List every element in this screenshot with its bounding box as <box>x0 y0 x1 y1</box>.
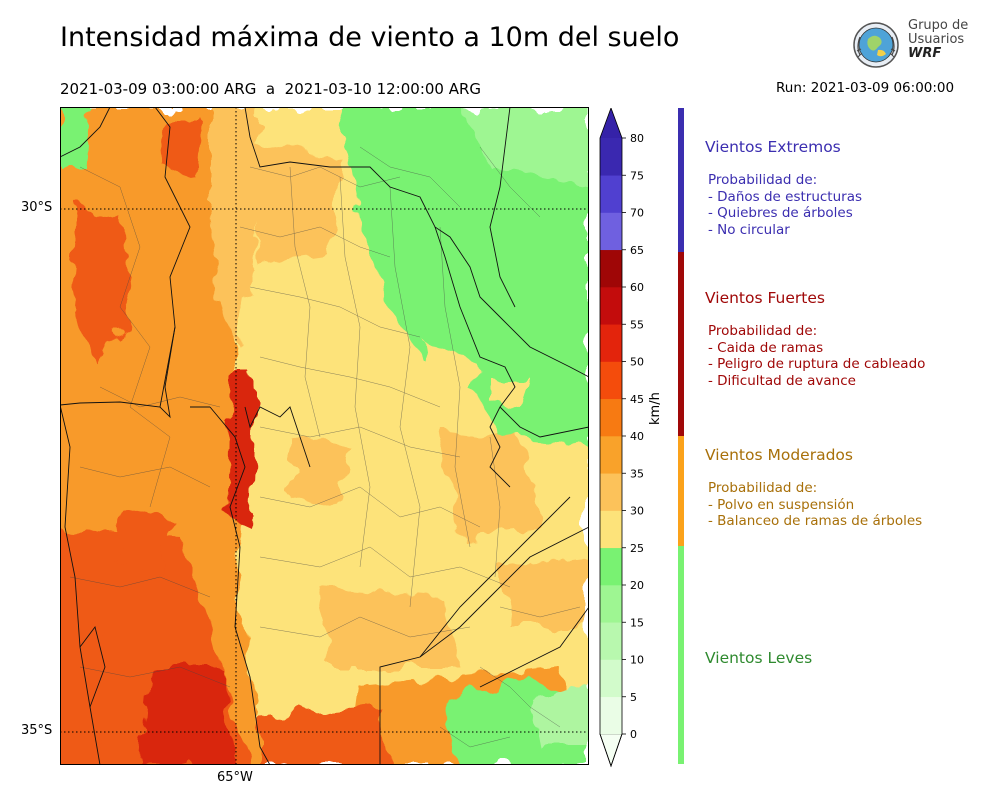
colorbar-tick-label: 0 <box>630 728 637 741</box>
wind-field <box>60 107 589 765</box>
colorbar-bin <box>600 398 622 437</box>
colorbar-tick-label: 15 <box>630 616 644 629</box>
lon-label-65w: 65°W <box>217 770 253 785</box>
colorbar-bin <box>600 585 622 623</box>
colorbar-unit: km/h <box>648 392 663 425</box>
colorbar-bin <box>600 361 622 400</box>
category-description-line: - Caida de ramas <box>708 339 824 356</box>
colorbar-tick-label: 60 <box>630 281 644 294</box>
colorbar-tick-label: 45 <box>630 393 644 406</box>
logo-text-line2: Usuarios <box>908 32 965 47</box>
colorbar-bin <box>600 324 622 362</box>
colorbar-tick-label: 80 <box>630 132 644 145</box>
lat-label-30s: 30°S <box>21 200 53 215</box>
chart-title: Intensidad máxima de viento a 10m del su… <box>60 22 680 53</box>
category-description-line: - Polvo en suspensión <box>708 496 855 513</box>
category-title: Vientos Extremos <box>705 138 841 156</box>
category-description-line: Probabilidad de: <box>708 480 818 496</box>
colorbar-over-arrow <box>600 108 622 138</box>
category-description-line: Probabilidad de: <box>708 172 818 188</box>
category-bar <box>678 108 684 252</box>
colorbar-bin <box>600 622 622 660</box>
wrf-logo: Grupo de Usuarios WRF <box>848 17 978 73</box>
graticule <box>60 107 589 765</box>
colorbar-bin <box>600 212 622 251</box>
colorbar-tick-label: 5 <box>630 691 637 704</box>
colorbar-tick-label: 30 <box>630 505 644 518</box>
category-title: Vientos Leves <box>705 649 813 667</box>
colorbar-tick-label: 35 <box>630 467 644 480</box>
colorbar: 0 5 10 15 20 25 30 35 40 45 50 55 60 65 70 75 80 <box>599 108 644 768</box>
map-frame <box>60 107 589 765</box>
forecast-period: 2021-03-09 03:00:00 ARG a 2021-03-10 12:… <box>60 80 482 98</box>
category-description-line: - Quiebres de árboles <box>708 205 853 221</box>
colorbar-bin <box>600 696 622 735</box>
category-bar <box>678 546 684 764</box>
colorbar-tick-label: 40 <box>630 430 644 443</box>
colorbar-bin <box>600 547 622 586</box>
colorbar-bin <box>600 287 622 325</box>
category-description-line: - Peligro de ruptura de cableado <box>708 356 926 372</box>
category-description: Probabilidad de: - Caida de ramas - Peligr… <box>708 323 925 389</box>
wind-map <box>60 107 589 765</box>
category-bar <box>678 252 684 436</box>
colorbar-tick-label: 50 <box>630 356 644 369</box>
category-description-line: - No circular <box>708 221 790 238</box>
logo-text-line3: WRF <box>908 46 942 61</box>
category-description-line: Probabilidad de: <box>708 323 818 339</box>
colorbar-tick-label: 25 <box>630 542 644 555</box>
lat-label-35s: 35°S <box>21 723 53 738</box>
run-time: Run: 2021-03-09 06:00:00 <box>776 80 955 96</box>
colorbar-under-arrow <box>599 733 623 768</box>
colorbar-bin <box>600 138 622 176</box>
colorbar-bin <box>600 175 622 213</box>
colorbar-bin <box>600 473 622 511</box>
category-title: Vientos Fuertes <box>705 289 825 307</box>
globe-icon <box>853 22 899 68</box>
province-borders <box>60 107 589 765</box>
category-description: Probabilidad de: - Daños de estructuras - … <box>708 172 862 238</box>
colorbar-bin <box>600 510 622 549</box>
colorbar-tick-label: 65 <box>630 244 644 257</box>
colorbar-tick-label: 75 <box>630 169 644 182</box>
colorbar-tick-label: 20 <box>630 579 644 592</box>
category-description-line: - Balanceo de ramas de árboles <box>708 513 923 529</box>
category-description: Probabilidad de: - Polvo en suspensión - B… <box>708 480 922 530</box>
category-description-line: - Daños de estructuras <box>708 188 863 205</box>
colorbar-tick-label: 10 <box>630 654 644 667</box>
category-description-line: - Dificultad de avance <box>708 372 856 389</box>
department-borders <box>69 146 581 748</box>
colorbar-tick-label: 70 <box>630 207 644 220</box>
logo-text-line1: Grupo de <box>908 18 969 33</box>
category-title: Vientos Moderados <box>705 446 853 464</box>
category-bar <box>678 436 684 546</box>
colorbar-bin <box>600 659 622 698</box>
colorbar-bin <box>600 436 622 474</box>
colorbar-bin <box>600 249 622 288</box>
colorbar-tick-label: 55 <box>630 318 644 331</box>
